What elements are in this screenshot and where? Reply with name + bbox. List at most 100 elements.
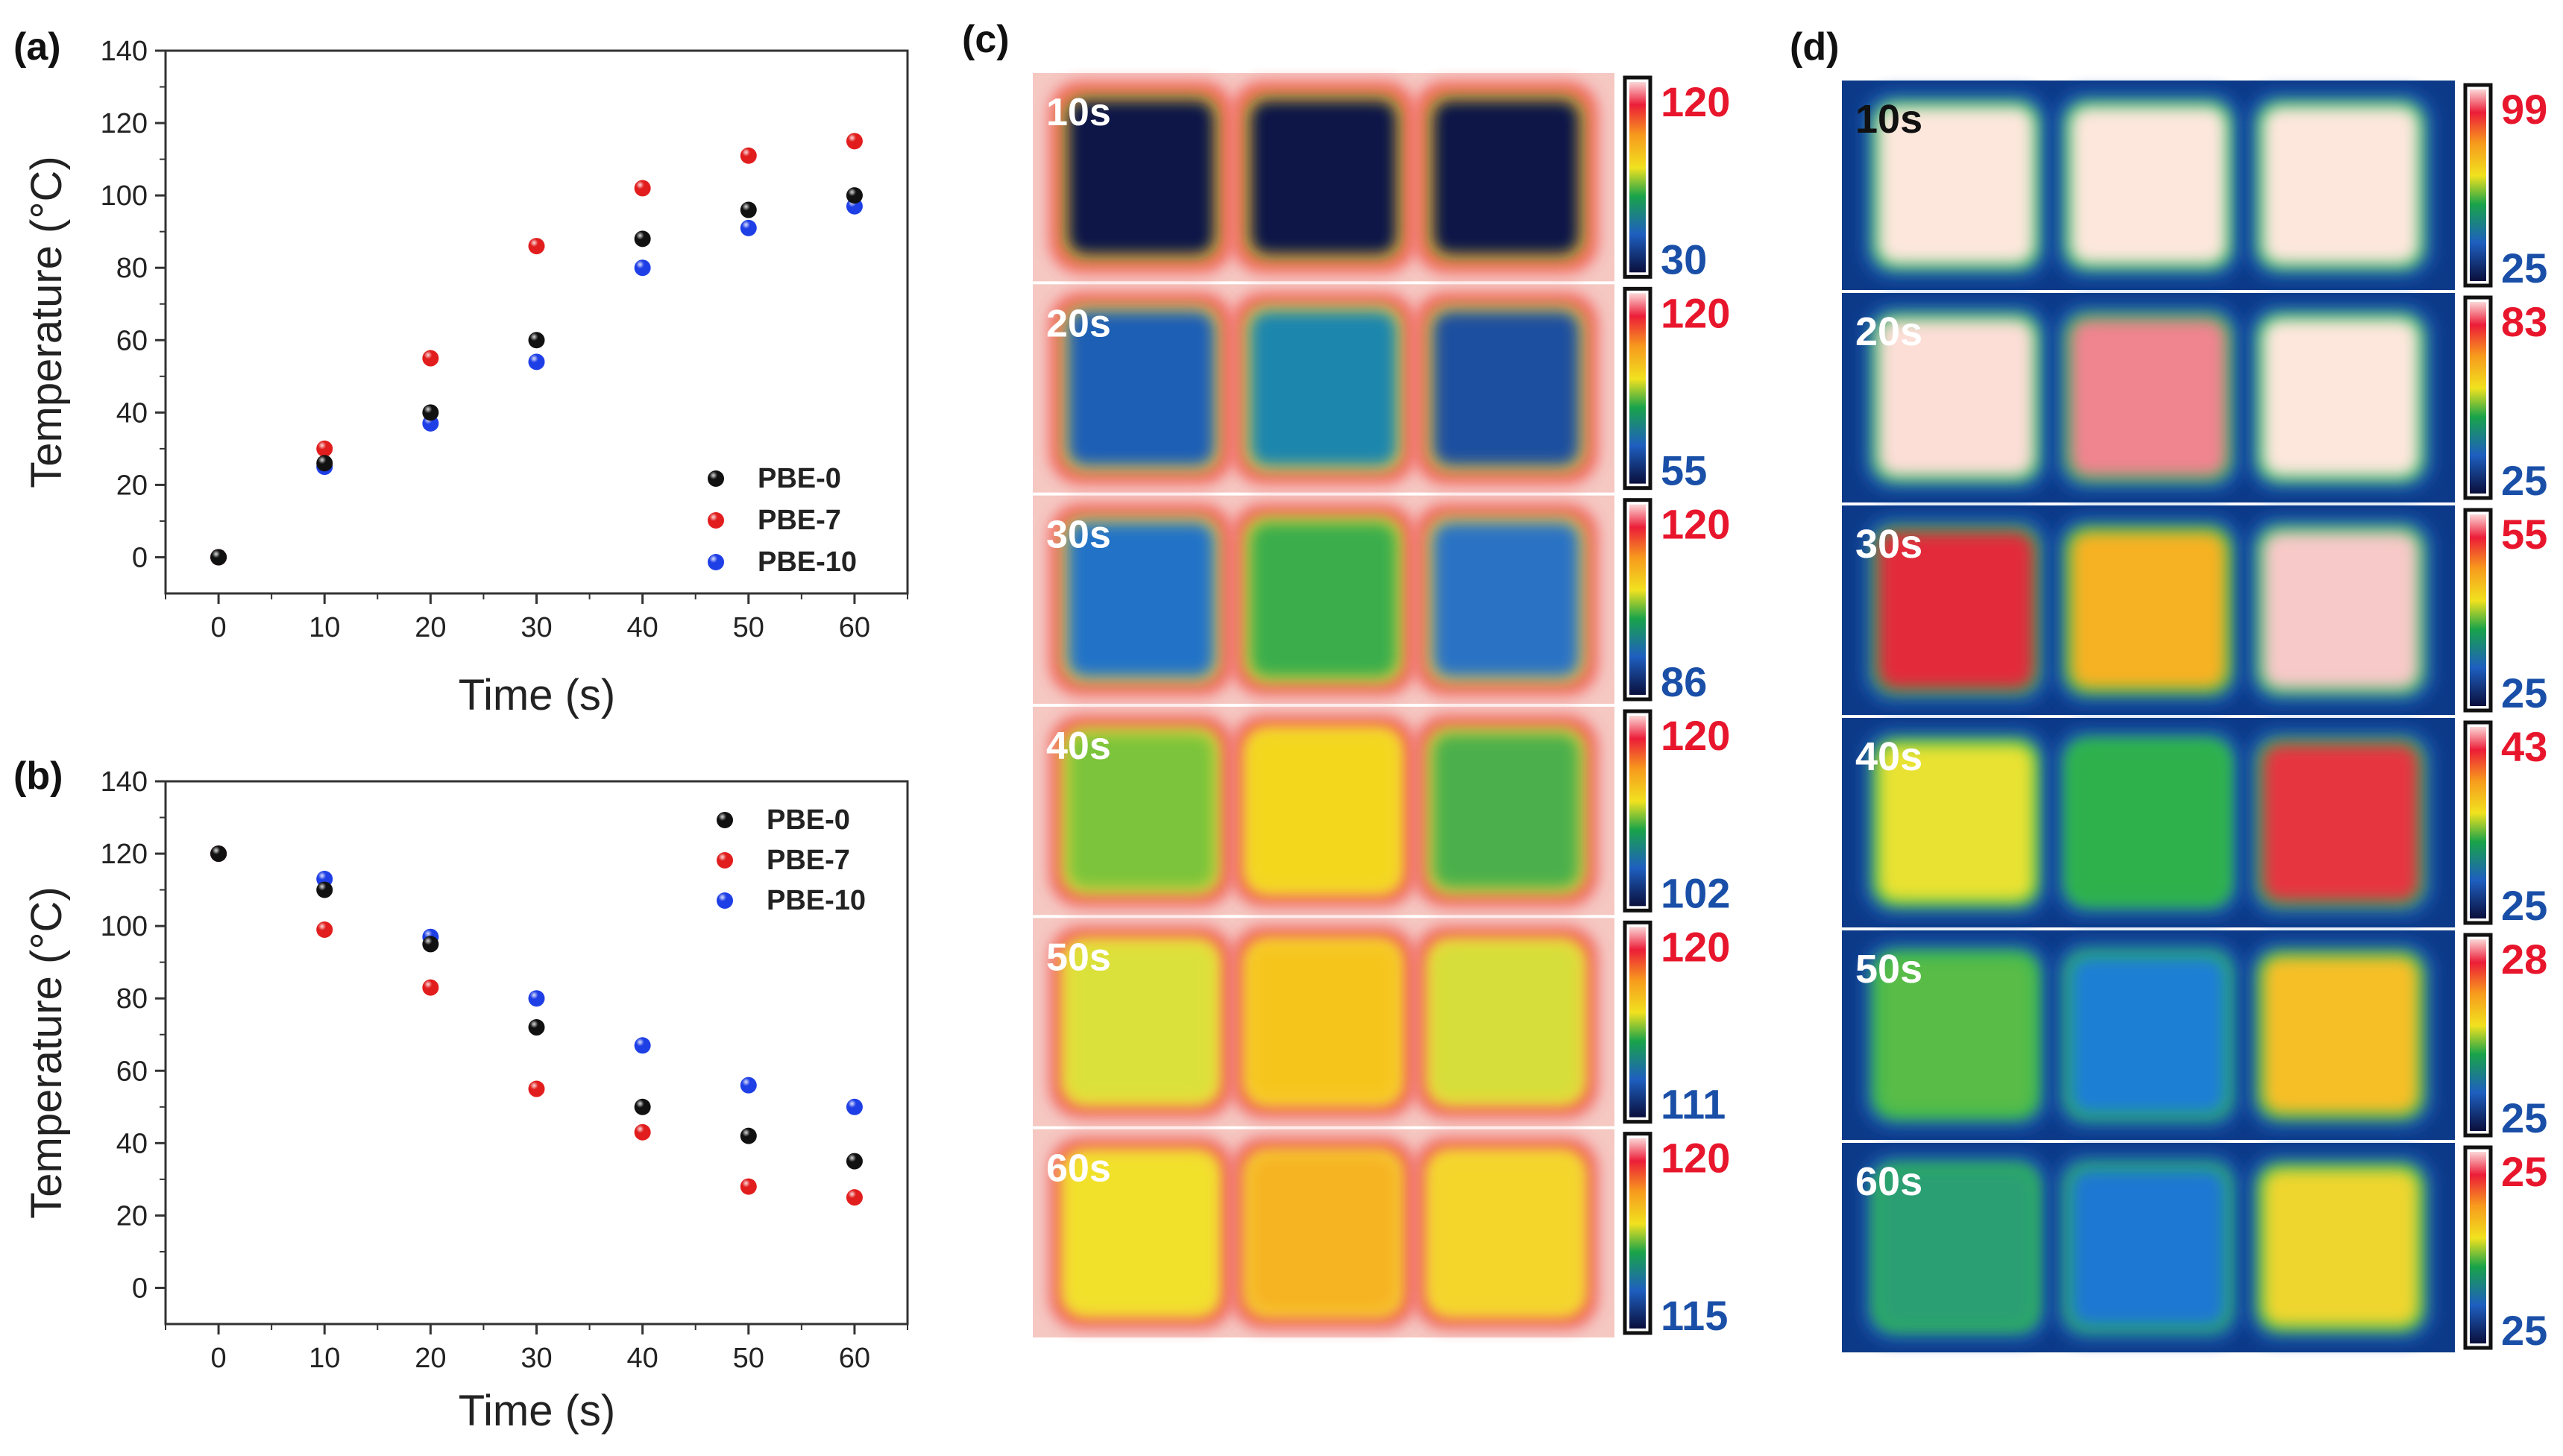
- thermal-sample: [2054, 1153, 2243, 1343]
- thermal-sample-fill: [1249, 732, 1398, 889]
- time-label: 60s: [1855, 1159, 1922, 1204]
- y-tick-label: 120: [101, 839, 148, 870]
- thermal-sample: [2246, 1153, 2435, 1343]
- colorbar: [2470, 1152, 2486, 1343]
- data-point-pbe-10: [846, 1098, 863, 1115]
- thermal-row-50s: 50s 120 111: [1033, 918, 1730, 1128]
- y-tick-label: 60: [116, 1056, 148, 1087]
- colorbar-min-label: 25: [2501, 457, 2547, 504]
- thermal-sample-fill: [1878, 107, 2034, 264]
- data-point-pbe-7: [528, 238, 545, 255]
- y-tick-label: 0: [132, 542, 148, 573]
- time-label: 20s: [1855, 309, 1922, 354]
- thermal-sample-fill: [2070, 319, 2227, 476]
- colorbar: [1629, 1138, 1646, 1329]
- y-tick-label: 80: [116, 983, 148, 1015]
- thermal-sample-fill: [2070, 1169, 2227, 1326]
- data-point-pbe-0: [210, 549, 227, 566]
- thermal-sample: [2054, 940, 2243, 1130]
- thermal-sample: [1233, 505, 1415, 695]
- x-tick-label: 60: [839, 612, 870, 643]
- time-label: 20s: [1046, 302, 1111, 345]
- colorbar: [1629, 927, 1646, 1118]
- data-point-pbe-7: [740, 147, 757, 164]
- colorbar: [1629, 82, 1646, 273]
- y-tick-label: 40: [116, 1128, 148, 1159]
- thermal-sample: [1415, 294, 1597, 483]
- colorbar-min-label: 30: [1661, 236, 1707, 283]
- thermal-sample: [1050, 1138, 1232, 1329]
- x-tick-label: 20: [415, 1343, 446, 1374]
- data-point-pbe-7: [846, 133, 863, 150]
- y-tick-label: 40: [116, 397, 148, 429]
- colorbar-max-label: 120: [1661, 501, 1730, 548]
- thermal-sample: [2054, 90, 2243, 280]
- chart-a: 0 20 40 60 80 100 120 140 0 10 20 30 40 50 60 PBE-0 PBE…: [22, 36, 909, 719]
- data-point-pbe-7: [634, 180, 651, 197]
- thermal-sample: [2246, 515, 2435, 705]
- thermal-sample-fill: [1878, 957, 2034, 1114]
- thermal-sample-fill: [1066, 732, 1216, 889]
- x-tick-label: 10: [309, 1343, 340, 1374]
- thermal-sample: [1050, 294, 1232, 483]
- thermal-sample-fill: [2070, 744, 2227, 901]
- time-label: 10s: [1855, 97, 1922, 142]
- y-axis-label-a: Temperature (°C): [22, 156, 71, 488]
- colorbar-min-label: 102: [1661, 869, 1730, 916]
- data-point-pbe-10: [740, 1077, 757, 1094]
- thermal-sample: [1415, 505, 1597, 695]
- data-point-pbe-0: [210, 845, 227, 863]
- time-label: 50s: [1855, 947, 1922, 992]
- colorbar-max-label: 83: [2501, 298, 2547, 345]
- thermal-sample: [1861, 940, 2051, 1130]
- thermal-sample: [1050, 716, 1232, 906]
- data-point-pbe-0: [422, 936, 439, 953]
- data-point-pbe-10: [740, 219, 757, 236]
- thermal-sample-fill: [1878, 744, 2034, 901]
- data-point-pbe-7: [528, 1080, 545, 1097]
- thermal-sample-fill: [1432, 521, 1581, 678]
- thermal-sample-fill: [1878, 1169, 2034, 1326]
- thermal-sample: [1861, 303, 2051, 493]
- panel-label-a: (a): [13, 25, 61, 69]
- colorbar-min-label: 25: [2501, 882, 2547, 929]
- x-tick-label: 10: [309, 612, 340, 643]
- thermal-sample-fill: [2262, 744, 2419, 901]
- x-axis-label-a: Time (s): [459, 671, 615, 719]
- thermal-sample: [1050, 927, 1232, 1117]
- thermal-sample: [1415, 716, 1597, 906]
- colorbar-max-label: 120: [1661, 78, 1730, 125]
- x-tick-label: 30: [521, 612, 552, 643]
- legend-entry-pbe-10: PBE-10: [708, 546, 857, 578]
- panel-label-c: (c): [962, 18, 1010, 61]
- y-tick-label: 100: [101, 180, 148, 212]
- thermal-row-10s: 10s 120 30: [1033, 73, 1730, 283]
- data-point-pbe-0: [740, 1127, 757, 1144]
- thermal-sample: [1233, 294, 1415, 483]
- thermal-sample-fill: [2070, 957, 2227, 1114]
- data-point-pbe-10: [528, 353, 545, 371]
- data-point-pbe-0: [846, 187, 863, 204]
- thermal-sample-fill: [1066, 310, 1216, 467]
- colorbar: [2470, 939, 2486, 1131]
- data-point-pbe-10: [528, 990, 545, 1007]
- thermal-sample: [1233, 716, 1415, 906]
- data-point-pbe-0: [528, 332, 545, 349]
- colorbar-max-label: 55: [2501, 511, 2547, 558]
- colorbar-min-label: 25: [2501, 245, 2547, 291]
- thermal-row-50s: 50s 28 25: [1842, 930, 2547, 1141]
- thermal-sample-fill: [1249, 310, 1398, 467]
- colorbar-min-label: 86: [1661, 658, 1707, 705]
- x-axis-label-b: Time (s): [459, 1387, 615, 1435]
- legend-label: PBE-0: [758, 463, 841, 494]
- thermal-row-20s: 20s 83 25: [1842, 293, 2547, 504]
- y-axis-label-b: Temperature (°C): [22, 886, 71, 1218]
- thermal-row-10s: 10s 99 25: [1842, 81, 2547, 291]
- thermal-sample: [1861, 90, 2051, 280]
- data-point-pbe-10: [634, 259, 651, 277]
- thermal-sample: [2246, 728, 2435, 918]
- time-label: 40s: [1855, 734, 1922, 779]
- colorbar-max-label: 43: [2501, 723, 2547, 770]
- colorbar-min-label: 55: [1661, 447, 1707, 494]
